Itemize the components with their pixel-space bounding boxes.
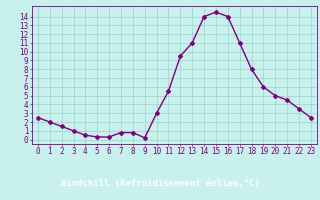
Text: Windchill (Refroidissement éolien,°C): Windchill (Refroidissement éolien,°C) [60,179,260,188]
